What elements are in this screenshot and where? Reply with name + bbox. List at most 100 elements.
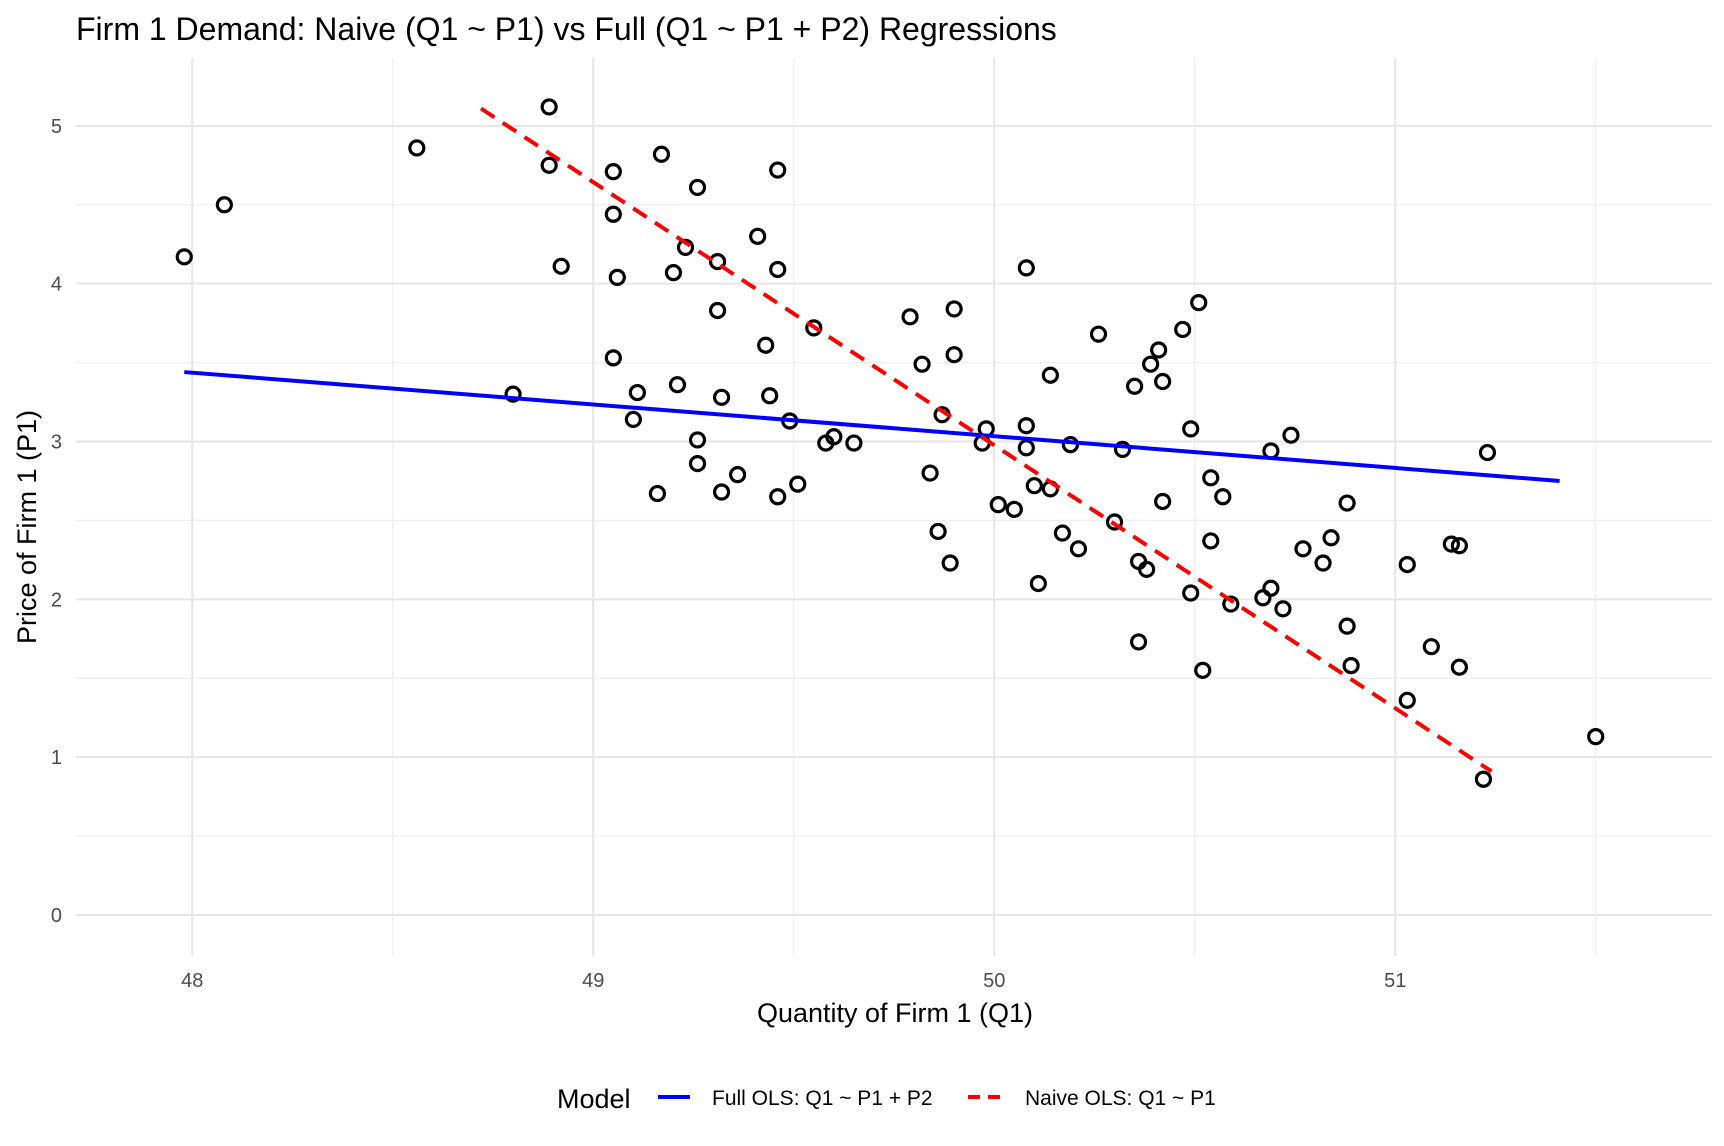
data-point [604, 349, 622, 367]
legend-label-naive-ols: Naive OLS: Q1 ~ P1 [1025, 1087, 1216, 1110]
x-tick-label: 51 [1384, 970, 1406, 992]
x-tick-label: 50 [983, 970, 1005, 992]
data-point [1154, 372, 1172, 391]
data-point [1442, 535, 1460, 553]
data-point [1113, 440, 1132, 458]
data-point [1025, 477, 1043, 495]
data-point [729, 466, 747, 484]
data-point [1314, 554, 1332, 572]
tick-labels: 48 49 50 51 0 1 2 3 4 5 [51, 116, 1406, 992]
x-axis-title: Quantity of Firm 1 (Q1) [757, 998, 1033, 1028]
data-point [945, 300, 963, 318]
x-tick-label: 48 [181, 970, 203, 992]
data-point [688, 431, 707, 449]
data-point [1450, 658, 1468, 676]
data-point [749, 227, 767, 245]
data-point [921, 464, 939, 482]
data-point [1174, 320, 1192, 339]
data-point [1322, 529, 1340, 547]
data-point [769, 260, 787, 279]
y-tick-label: 2 [51, 589, 62, 611]
data-point [1069, 540, 1088, 558]
data-point [805, 319, 823, 337]
data-point [989, 496, 1007, 514]
data-point [1029, 574, 1047, 593]
data-point [1105, 513, 1124, 531]
data-point [761, 387, 779, 405]
data-point [1338, 494, 1356, 512]
legend: Model Full OLS: Q1 ~ P1 + P2 Naive OLS: … [557, 1084, 1216, 1114]
data-point [648, 484, 667, 503]
data-point [1041, 366, 1059, 384]
data-point [1398, 556, 1416, 574]
data-point [1017, 417, 1035, 435]
plot-area [175, 98, 1605, 788]
data-point [608, 268, 626, 286]
data-point [215, 196, 233, 214]
data-point [1125, 377, 1144, 395]
y-tick-label: 0 [51, 905, 62, 927]
data-point [1398, 691, 1416, 709]
data-point [1190, 294, 1208, 312]
data-point [712, 483, 731, 501]
data-point [1129, 633, 1148, 651]
data-point [789, 475, 807, 493]
data-point [712, 388, 731, 406]
data-point [540, 98, 558, 116]
data-point [1294, 540, 1312, 558]
data-point [688, 454, 707, 473]
data-point [1005, 500, 1023, 518]
legend-title: Model [557, 1084, 631, 1114]
data-point [1274, 600, 1292, 618]
data-point [1338, 617, 1356, 635]
data-point [1474, 770, 1493, 788]
y-tick-label: 1 [51, 747, 62, 769]
data-point [1422, 638, 1440, 656]
data-point [1587, 728, 1605, 746]
data-point [1182, 420, 1200, 438]
data-point [1202, 532, 1220, 550]
data-point [1053, 524, 1072, 542]
data-point [708, 252, 727, 271]
y-tick-label: 3 [51, 432, 62, 454]
data-point [1142, 355, 1160, 373]
data-point [540, 156, 558, 174]
data-point [604, 205, 622, 223]
data-point [913, 355, 931, 373]
data-point [1222, 595, 1240, 613]
data-point [1282, 426, 1300, 444]
data-point [769, 161, 787, 179]
data-point [1089, 325, 1108, 343]
data-point [668, 376, 687, 394]
data-point [688, 178, 707, 197]
y-tick-label: 4 [51, 274, 62, 296]
naive-ols-regression-line [479, 106, 1493, 774]
y-axis-title: Price of Firm 1 (P1) [12, 410, 42, 644]
grid-lines [76, 58, 1712, 956]
data-point [1182, 584, 1200, 602]
x-tick-label: 49 [582, 970, 604, 992]
legend-label-full-ols: Full OLS: Q1 ~ P1 + P2 [712, 1087, 933, 1110]
data-point [1150, 341, 1168, 359]
data-point [929, 522, 947, 541]
data-point [901, 308, 919, 326]
data-point [1342, 657, 1360, 675]
data-point [1017, 259, 1035, 277]
data-point [604, 163, 622, 181]
data-point [845, 434, 863, 452]
chart-title: Firm 1 Demand: Naive (Q1 ~ P1) vs Full (… [76, 11, 1057, 47]
data-point [504, 385, 522, 403]
data-point [825, 428, 843, 446]
data-point [664, 264, 683, 282]
data-point [1450, 537, 1468, 555]
data-point [945, 346, 963, 364]
data-point [1154, 492, 1172, 511]
data-point [1478, 443, 1497, 462]
data-point [769, 488, 787, 506]
data-point [624, 410, 642, 429]
data-point [1194, 661, 1212, 679]
data-point [708, 301, 727, 320]
data-point [941, 554, 959, 572]
